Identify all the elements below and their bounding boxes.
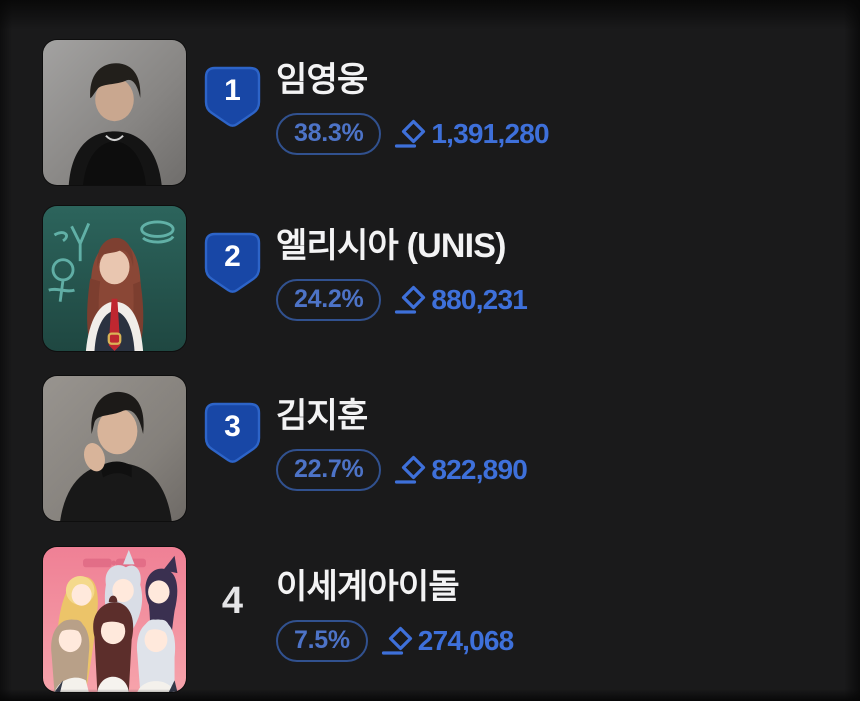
ranking-list-item[interactable]: 3 김지훈 22.7% 822,890 bbox=[43, 376, 528, 521]
artist-photo-illustration bbox=[43, 40, 186, 185]
vote-stats: 22.7% 822,890 bbox=[276, 448, 528, 491]
ballot-diamond-icon bbox=[395, 455, 426, 484]
artist-photo-illustration bbox=[43, 376, 186, 521]
rank-indicator: 4 bbox=[204, 573, 261, 623]
rank-number: 3 bbox=[224, 409, 241, 443]
artist-info: 엘리시아 (UNIS) 24.2% 880,231 bbox=[276, 206, 528, 321]
ranking-list-item[interactable]: 4 이세계아이돌 7.5% 274,068 bbox=[43, 547, 514, 692]
vote-count: 822,890 bbox=[431, 453, 528, 485]
artist-photo bbox=[43, 40, 186, 185]
vote-count: 880,231 bbox=[431, 283, 528, 315]
ballot-diamond-icon bbox=[395, 285, 426, 314]
rank-indicator: 2 bbox=[204, 232, 261, 293]
artist-photo bbox=[43, 376, 186, 521]
vote-percent-badge: 38.3% bbox=[276, 112, 382, 155]
artist-name: 이세계아이돌 bbox=[276, 568, 460, 606]
ballot-diamond-icon bbox=[381, 626, 412, 655]
rank-badge-icon: 1 bbox=[204, 66, 261, 127]
artist-name: 김지훈 bbox=[276, 397, 368, 435]
artist-photo-illustration bbox=[43, 206, 186, 351]
vote-percent-badge: 22.7% bbox=[276, 448, 382, 491]
vote-count-group: 880,231 bbox=[393, 283, 528, 317]
artist-photo bbox=[43, 206, 186, 351]
vote-percent-badge: 24.2% bbox=[276, 278, 382, 321]
rank-number: 1 bbox=[224, 73, 241, 107]
vote-stats: 38.3% 1,391,280 bbox=[276, 112, 550, 155]
rank-number: 2 bbox=[224, 239, 241, 273]
rank-badge-icon: 2 bbox=[204, 232, 261, 293]
artist-info: 김지훈 22.7% 822,890 bbox=[276, 376, 528, 491]
artist-photo-illustration bbox=[43, 547, 186, 692]
rank-badge-icon: 3 bbox=[204, 402, 261, 463]
rank-indicator: 3 bbox=[204, 402, 261, 463]
vote-count-group: 822,890 bbox=[393, 453, 528, 487]
vote-percent-badge: 7.5% bbox=[276, 619, 368, 662]
ranking-list-item[interactable]: 2 엘리시아 (UNIS) 24.2% 880,231 bbox=[43, 206, 528, 351]
rank-number: 4 bbox=[221, 580, 244, 622]
rank-indicator: 1 bbox=[204, 66, 261, 127]
vote-count: 1,391,280 bbox=[431, 117, 549, 149]
artist-info: 이세계아이돌 7.5% 274,068 bbox=[276, 547, 514, 662]
artist-photo bbox=[43, 547, 186, 692]
vote-stats: 24.2% 880,231 bbox=[276, 278, 528, 321]
ranking-list-item[interactable]: 1 임영웅 38.3% 1,391,280 bbox=[43, 40, 550, 185]
vote-count-group: 1,391,280 bbox=[393, 117, 550, 151]
vote-count: 274,068 bbox=[417, 624, 514, 656]
artist-info: 임영웅 38.3% 1,391,280 bbox=[276, 40, 550, 155]
vote-stats: 7.5% 274,068 bbox=[276, 619, 514, 662]
vote-count-group: 274,068 bbox=[380, 624, 514, 658]
ballot-diamond-icon bbox=[395, 119, 426, 148]
artist-name: 엘리시아 (UNIS) bbox=[276, 227, 506, 265]
artist-name: 임영웅 bbox=[276, 61, 368, 99]
